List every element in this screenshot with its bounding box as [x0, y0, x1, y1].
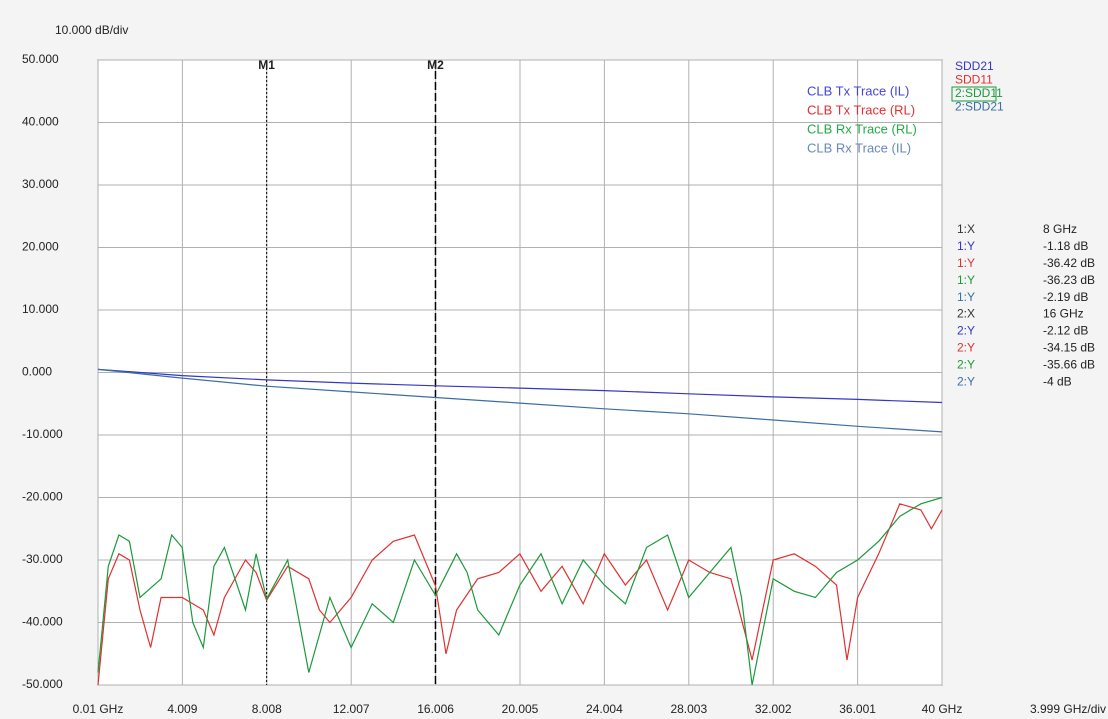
- series-line: [97, 368, 943, 404]
- marker-table-value: -36.42 dB: [1043, 256, 1095, 270]
- marker-table-value: 8 GHz: [1043, 222, 1077, 236]
- x-tick-label: 28.003: [670, 702, 707, 716]
- trace-label: CLB Rx Trace (IL): [807, 140, 911, 155]
- marker-label: M2: [427, 58, 444, 72]
- marker-table-value: 16 GHz: [1043, 307, 1084, 321]
- x-tick-label: 12.007: [333, 702, 370, 716]
- x-tick-label: 32.002: [755, 702, 792, 716]
- legend-entry: 2:SDD21: [955, 100, 1004, 114]
- marker-table-label: 1:Y: [957, 239, 975, 253]
- y-tick-label: 30.000: [22, 177, 59, 191]
- marker-table-value: -2.12 dB: [1043, 324, 1088, 338]
- y-tick-label: 10.000: [22, 302, 59, 316]
- y-tick-label: -10.000: [22, 427, 63, 441]
- marker-label: M1: [258, 58, 275, 72]
- marker-table-label: 2:Y: [957, 340, 975, 354]
- marker-table-value: -34.15 dB: [1043, 340, 1095, 354]
- x-tick-label: 8.008: [252, 702, 282, 716]
- marker-table-value: -4 dB: [1043, 374, 1072, 388]
- x-scale-label: 3.999 GHz/div: [1030, 702, 1106, 716]
- marker-table-label: 1:X: [957, 222, 975, 236]
- x-tick-label: 4.009: [167, 702, 197, 716]
- series-line: [97, 503, 943, 686]
- y-tick-label: -20.000: [22, 490, 63, 504]
- marker-table-value: -36.23 dB: [1043, 273, 1095, 287]
- legend-entry: SDD11: [955, 73, 993, 87]
- marker-table-label: 2:Y: [957, 324, 975, 338]
- y-tick-label: 20.000: [22, 240, 59, 254]
- marker-table-label: 1:Y: [957, 273, 975, 287]
- y-tick-label: 40.000: [22, 115, 59, 129]
- y-tick-label: 0.000: [22, 365, 52, 379]
- marker-table-value: -35.66 dB: [1043, 357, 1095, 371]
- marker-table-label: 2:X: [957, 307, 975, 321]
- legend-entry: 2:SDD11: [955, 86, 1003, 100]
- y-tick-label: -30.000: [22, 552, 63, 566]
- y-tick-label: 50.000: [22, 52, 59, 66]
- marker-table-value: -2.19 dB: [1043, 290, 1088, 304]
- series-line: [97, 496, 943, 686]
- trace-label: CLB Tx Trace (IL): [807, 83, 909, 98]
- series-line: [97, 368, 943, 433]
- marker-table-label: 1:Y: [957, 256, 975, 270]
- marker-table-value: -1.18 dB: [1043, 239, 1088, 253]
- legend-highlight: [951, 86, 997, 102]
- trace-label: CLB Rx Trace (RL): [807, 121, 917, 136]
- marker-table-label: 1:Y: [957, 290, 975, 304]
- x-tick-label: 16.006: [417, 702, 454, 716]
- x-tick-label: 24.004: [586, 702, 623, 716]
- legend-entry: SDD21: [955, 59, 994, 73]
- marker-table-label: 2:Y: [957, 374, 975, 388]
- y-tick-label: -50.000: [22, 677, 63, 691]
- x-tick-label: 40 GHz: [922, 702, 963, 716]
- y-scale-label: 10.000 dB/div: [55, 23, 128, 37]
- x-tick-label: 36.001: [839, 702, 876, 716]
- trace-label: CLB Tx Trace (RL): [807, 102, 915, 117]
- marker-table-label: 2:Y: [957, 357, 975, 371]
- x-tick-label: 20.005: [502, 702, 539, 716]
- x-tick-label: 0.01 GHz: [73, 702, 124, 716]
- y-tick-label: -40.000: [22, 615, 63, 629]
